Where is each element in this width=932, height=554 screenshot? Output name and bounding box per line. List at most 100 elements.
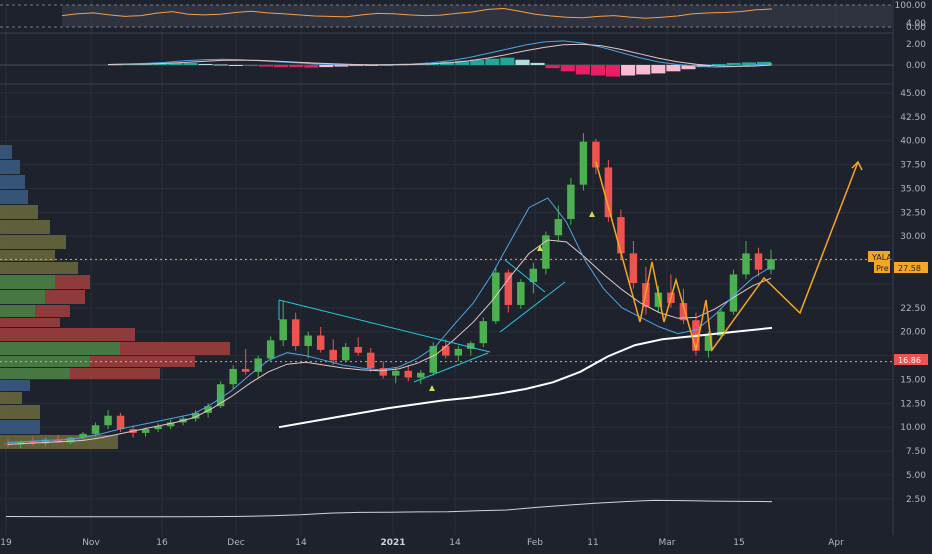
macd-histogram-bar [560,65,575,72]
candle-body [679,303,688,321]
time-tick-label: Apr [828,538,844,548]
volume-profile-bar-up [0,368,70,379]
candle-body [704,335,713,351]
macd-histogram-bar [304,65,319,68]
macd-histogram-bar [606,65,621,77]
volume-profile-bar [0,392,22,404]
candle-body [592,141,600,168]
volume-profile-bar [0,356,195,367]
macd-histogram-bar [213,64,228,66]
price-axis[interactable]: 100.000.004.002.000.0045.0042.5040.0037.… [895,1,927,505]
candle-body [429,346,438,373]
macd-histogram-bar [319,65,334,68]
macd-histogram-bar [455,60,470,65]
candle-body [617,217,625,254]
signal-triangle [537,245,543,251]
candle-body [379,367,387,376]
symbol-badge [868,251,890,262]
macd-histogram-bar [545,65,560,69]
price-pane [0,133,893,518]
macd-signal-line [107,43,773,67]
candle-body [629,253,638,284]
macd-histogram-bar [681,65,696,70]
macd-histogram-bar [183,62,198,65]
candle-body [241,368,250,372]
candle-body [417,372,425,378]
macd-histogram-bar [530,62,545,65]
candle-body [66,437,75,443]
price-tick-label: 35.00 [900,184,926,194]
pre-price-badge [894,262,928,273]
price-tick-label: 20.00 [900,328,926,338]
time-tick-label: 15 [733,538,744,548]
price-tick-label: 37.50 [900,161,926,171]
volume-profile-bar [0,175,25,189]
volume-profile-bar-up [0,275,55,289]
macd-histogram-bar [485,58,500,65]
pre-badge [874,262,890,273]
volume-profile-bar [0,160,20,174]
price-tick-label: 12.50 [900,399,926,409]
projection-arrowhead [851,160,863,171]
macd-histogram-bar [515,59,530,65]
price-tick-label: 15.00 [900,375,926,385]
signal-triangle [589,211,595,217]
candle-body [567,184,575,220]
macd-pane [0,40,893,77]
candle-body [529,268,538,283]
trendline-upper [278,299,491,353]
candle-body [216,384,225,407]
macd-histogram-bar [228,65,243,66]
time-tick-label: Mar [659,538,676,548]
volume-profile-bar [0,368,160,379]
price-tick-label: 32.50 [900,208,926,218]
candle-body [141,429,150,433]
candle-body [479,321,488,344]
candle-body [517,282,525,305]
volume-profile-bar-up [0,290,45,304]
ma-fast-line [7,197,772,443]
candle-body [767,259,775,270]
candle-body [729,274,738,312]
candle-body [467,343,475,349]
candle-body [554,219,563,236]
volume-profile-bar [0,405,40,419]
grid [0,0,894,535]
price-badges: YALA Pre 27.58 16.86 [868,251,928,365]
candle-body [91,425,100,434]
candle-body [754,253,763,270]
volume-profile-bar [0,262,78,274]
candle-body [79,433,87,438]
macd-line [107,40,773,68]
macd-histogram-bar [666,65,681,72]
candle-body [304,335,312,347]
macd-histogram-bar [334,65,349,67]
candle-body [542,235,550,269]
macd-histogram-bar [636,65,651,75]
macd-histogram-bar [379,65,394,66]
support-price-label: 16.86 [898,356,921,365]
ma-slow-line [278,326,773,429]
candle-body [16,441,25,445]
candle-body [104,415,112,426]
rsi-tick-label: 100.00 [895,1,927,11]
price-tick-label: 42.50 [900,113,926,123]
volume-profile-bar [0,318,60,327]
time-axis[interactable]: 19 Nov 16 Dec 14 2021 14 Feb 11 Mar 15 Apr [0,538,844,548]
macd-histogram-bar [590,65,605,76]
candle-body [492,272,500,322]
macd-histogram-bar [243,65,258,67]
candle-body [154,426,162,430]
macd-tick-label: 2.00 [906,40,926,50]
volume-profile-bar [0,328,135,341]
price-tick-label: 7.50 [906,447,926,457]
price-tick-label: 22.50 [900,304,926,314]
volume-profile-bar [0,190,28,204]
macd-histogram-bar [621,65,636,76]
candle-body [442,346,450,356]
time-tick-label: 16 [156,538,168,548]
pre-price-label: 27.58 [898,264,921,273]
volume-profile-bar-up [0,305,35,317]
